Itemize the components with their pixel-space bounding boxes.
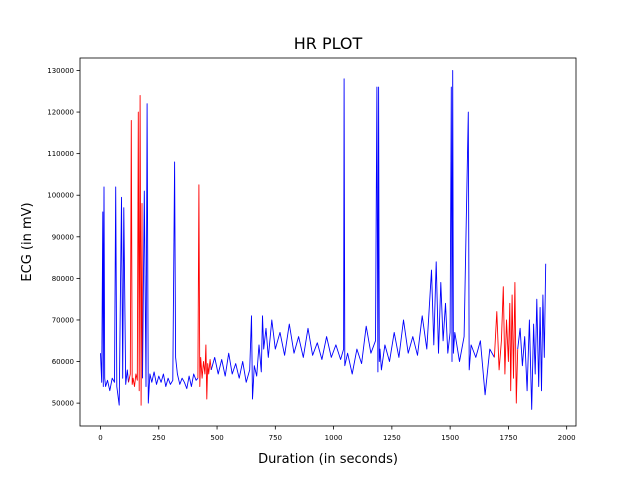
x-axis-label: Duration (in seconds) xyxy=(258,452,398,467)
axes-frame xyxy=(79,57,577,427)
plot-area: 0 250 500 750 1000 1250 1500 1750 2000 50000 6000… xyxy=(47,57,577,442)
series-line-5 xyxy=(210,70,495,400)
y-tick-label: 110000 xyxy=(47,150,74,158)
x-tick-label: 0 xyxy=(98,434,102,442)
y-tick-label: 90000 xyxy=(52,233,74,241)
y-tick-label: 100000 xyxy=(47,192,74,200)
y-tick-label: 50000 xyxy=(52,400,74,408)
x-tick-label: 500 xyxy=(210,434,223,442)
x-tick-label: 750 xyxy=(269,434,282,442)
chart-title: HR PLOT xyxy=(294,34,363,53)
x-tick-label: 1000 xyxy=(325,434,343,442)
y-axis-label: ECG (in mV) xyxy=(20,202,35,281)
series-line-1 xyxy=(100,186,129,406)
y-tick-label: 60000 xyxy=(52,358,74,366)
y-tick-label: 80000 xyxy=(52,275,74,283)
series-line-3 xyxy=(142,103,199,404)
x-tick-label: 2000 xyxy=(558,434,576,442)
x-tick-label: 250 xyxy=(152,434,165,442)
series-line-2 xyxy=(128,94,143,406)
x-tick-label: 1750 xyxy=(499,434,517,442)
series-line-6 xyxy=(493,282,519,404)
y-tick-label: 70000 xyxy=(52,316,74,324)
series-layer xyxy=(100,70,547,410)
y-tick-label: 130000 xyxy=(47,67,74,75)
y-axis: 50000 60000 70000 80000 90000 100000 110000 120… xyxy=(47,67,80,408)
series-line-4 xyxy=(197,184,212,400)
y-tick-label: 120000 xyxy=(47,109,74,117)
series-line-7 xyxy=(517,263,547,410)
x-tick-label: 1250 xyxy=(383,434,401,442)
x-tick-label: 1500 xyxy=(441,434,459,442)
x-axis: 0 250 500 750 1000 1250 1500 1750 2000 xyxy=(98,426,576,442)
